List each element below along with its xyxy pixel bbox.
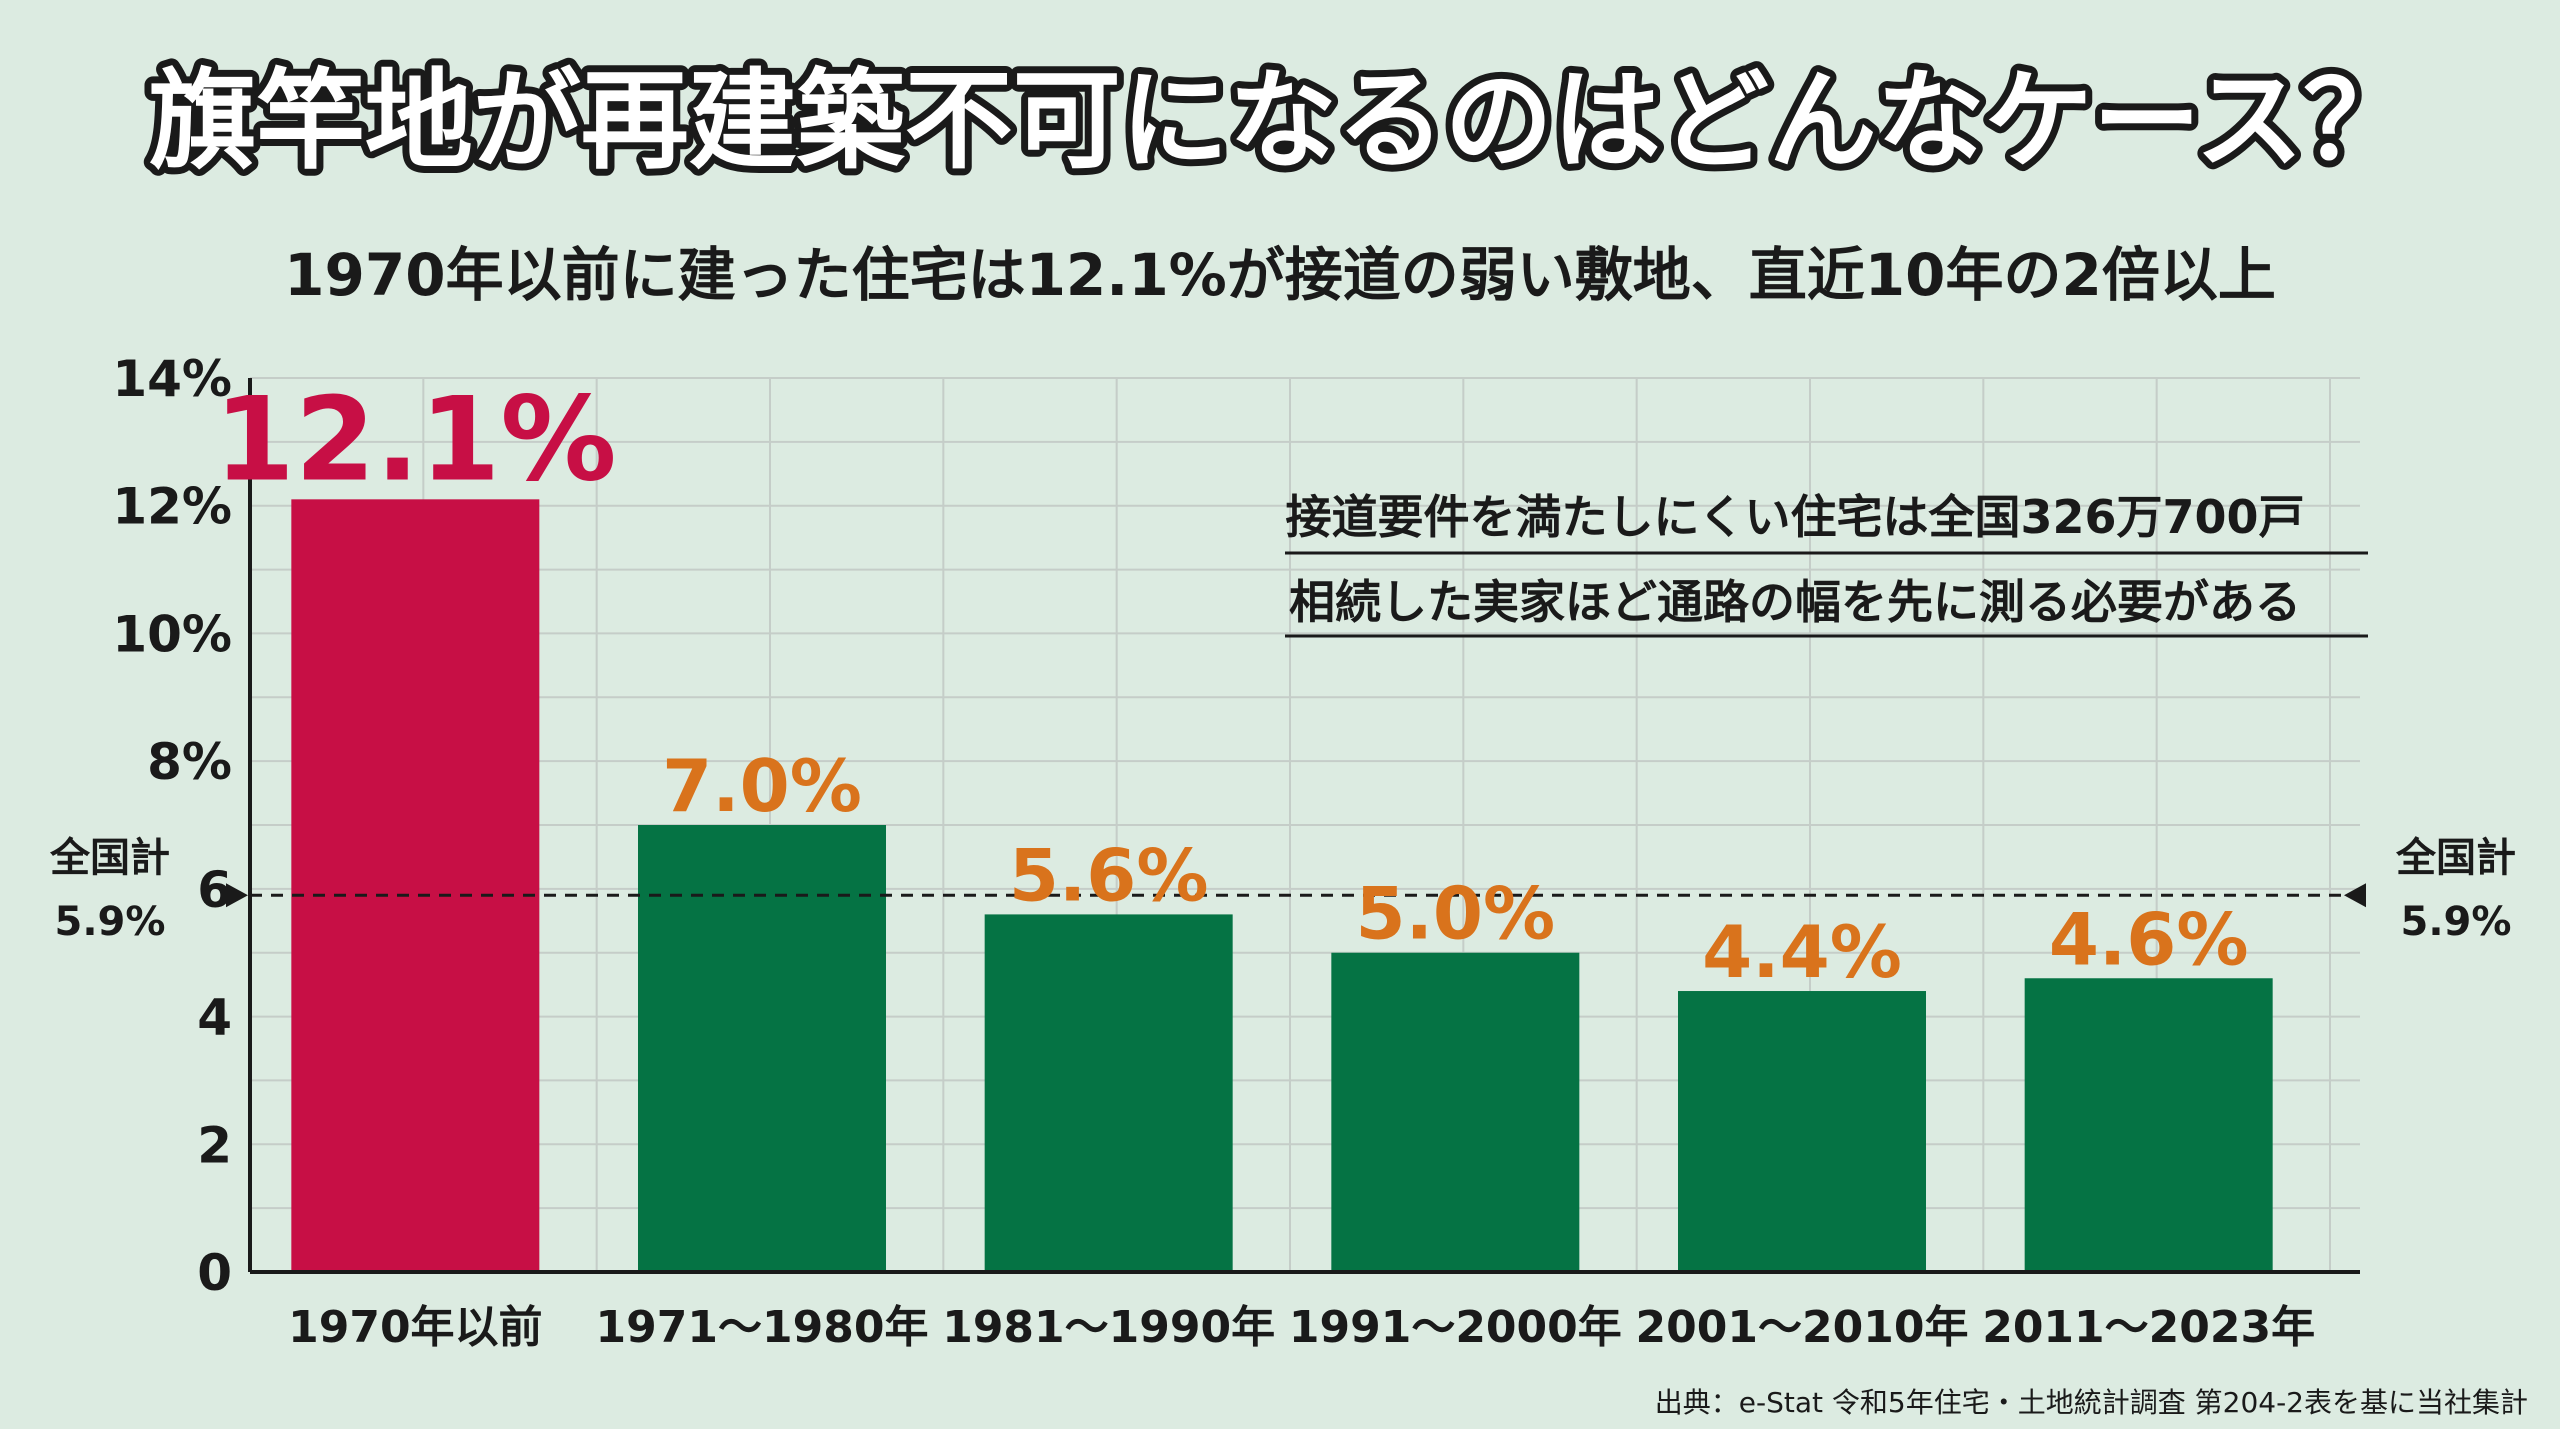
x-tick-label-0: 1970年以前	[288, 1302, 542, 1353]
axes: 0 2 4 6 8% 10% 12% 14%	[112, 350, 2360, 1302]
chart-title: 旗竿地が再建築不可になるのはどんなケース？	[149, 59, 2412, 184]
annotation-line-1: 接道要件を満たしにくい住宅は全国326万700戸	[1285, 490, 2304, 544]
bar-4	[1678, 991, 1926, 1272]
reference-label-left-top: 全国計	[49, 835, 170, 881]
reference-label-right-bottom: 5.9%	[2401, 899, 2512, 945]
x-tick-label-1: 1971～1980年	[596, 1302, 929, 1353]
value-label-2: 5.6%	[1009, 833, 1209, 917]
value-label-1: 7.0%	[662, 744, 862, 828]
bar-3	[1331, 952, 1580, 1272]
source-note: 出典：e-Stat 令和5年住宅・土地統計調査 第204-2表を基に当社集計	[1655, 1386, 2528, 1419]
value-label-4: 4.4%	[1702, 910, 1902, 994]
y-tick-label-3: 6	[197, 861, 232, 919]
y-tick-label-5: 10%	[112, 605, 232, 663]
x-tick-label-5: 2011～2023年	[1982, 1302, 2315, 1353]
y-tick-label-4: 8%	[147, 733, 232, 791]
bars	[291, 499, 2273, 1272]
value-label-5: 4.6%	[2049, 897, 2249, 981]
y-tick-label-1: 2	[197, 1116, 232, 1174]
reference-label-right-top: 全国計	[2395, 835, 2516, 881]
reference-marker-right	[2344, 883, 2366, 908]
value-labels: 12.1% 1970年以前 7.0% 1971～1980年 5.6% 1981～1990年…	[214, 372, 2315, 1353]
x-tick-label-2: 1981～1990年	[942, 1302, 1275, 1353]
annotation-box: 接道要件を満たしにくい住宅は全国326万700戸 相続した実家ほど通路の幅を先に…	[1285, 490, 2368, 638]
reference-label-left-bottom: 5.9%	[55, 899, 166, 945]
bar-5	[2024, 978, 2273, 1272]
annotation-line-2: 相続した実家ほど通路の幅を先に測る必要がある	[1289, 575, 2301, 629]
y-tick-label-2: 4	[197, 989, 232, 1047]
bar-2	[984, 914, 1233, 1272]
y-tick-label-0: 0	[197, 1244, 232, 1302]
y-tick-label-6: 12%	[112, 478, 232, 536]
y-tick-label-7: 14%	[112, 350, 232, 408]
x-tick-label-3: 1991～2000年	[1289, 1302, 1622, 1353]
reference-marker-left	[226, 883, 248, 908]
x-tick-label-4: 2001～2010年	[1636, 1302, 1969, 1353]
bar-1	[638, 825, 886, 1272]
value-label-0: 12.1%	[214, 372, 616, 507]
chart-subtitle: 1970年以前に建った住宅は12.1%が接道の弱い敷地、直近10年の2倍以上	[284, 241, 2276, 309]
value-label-3: 5.0%	[1355, 872, 1555, 956]
bar-0	[291, 499, 540, 1272]
reference-line-group: 全国計 5.9% 全国計 5.9%	[49, 835, 2516, 945]
